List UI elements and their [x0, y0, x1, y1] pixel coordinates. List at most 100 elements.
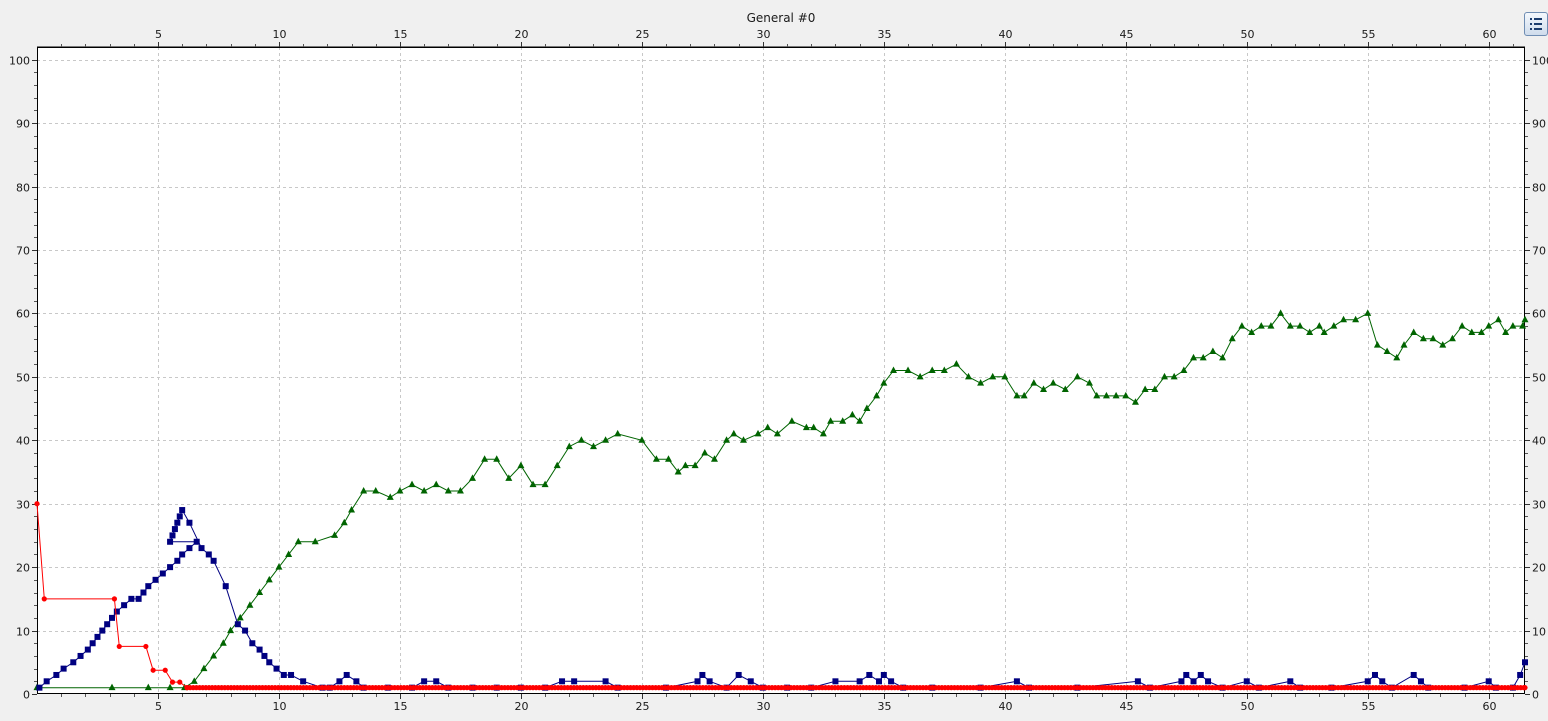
data-point-square: [888, 678, 895, 685]
x-tick-label-top: 55: [1362, 28, 1376, 41]
data-point-triangle: [340, 518, 348, 526]
data-point-square: [167, 564, 174, 571]
data-point-triangle: [108, 683, 116, 691]
data-point-square: [186, 545, 193, 552]
data-point-square: [36, 684, 43, 691]
data-point-square: [694, 678, 701, 685]
y-tick-label-right: 80: [1532, 182, 1546, 195]
data-point-square: [353, 678, 360, 685]
data-point-square: [84, 646, 91, 653]
data-point-triangle: [652, 455, 660, 462]
data-point-triangle: [529, 480, 537, 488]
data-point-square: [159, 570, 166, 577]
data-point-square: [880, 671, 887, 678]
data-point-triangle: [989, 372, 997, 380]
x-tick-label-bottom: 35: [878, 700, 892, 713]
data-point-square: [288, 671, 295, 678]
data-point-square: [280, 671, 287, 678]
data-point-square: [53, 671, 60, 678]
data-point-square: [735, 671, 742, 678]
data-point-triangle: [456, 487, 464, 494]
data-point-square: [256, 646, 263, 653]
x-tick-label-bottom: 25: [636, 700, 650, 713]
data-point-square: [222, 583, 229, 590]
data-point-triangle: [311, 537, 319, 545]
x-tick-label-bottom: 45: [1120, 700, 1134, 713]
data-point-square: [174, 519, 181, 526]
data-point-square: [571, 678, 578, 685]
data-point-square: [699, 671, 706, 678]
data-point-triangle: [810, 423, 818, 431]
y-tick-label-left: 10: [16, 626, 30, 639]
data-point-square: [128, 595, 135, 602]
data-point-circle: [41, 596, 47, 602]
data-point-triangle: [469, 474, 477, 481]
data-point-triangle: [1085, 379, 1093, 386]
data-point-square: [179, 507, 186, 514]
data-point-triangle: [1170, 372, 1178, 380]
y-tick-label-left: 0: [23, 689, 30, 702]
data-point-square: [343, 671, 350, 678]
plot-frame: [37, 47, 1525, 694]
data-point-square: [210, 557, 217, 564]
data-point-triangle: [577, 436, 585, 443]
data-point-triangle: [1448, 334, 1456, 342]
data-point-square: [1287, 678, 1294, 685]
data-point-triangle: [1521, 315, 1529, 323]
data-point-triangle: [444, 487, 452, 494]
data-point-square: [70, 659, 77, 666]
data-point-square: [1205, 678, 1212, 685]
data-point-triangle: [788, 417, 796, 424]
data-point-triangle: [432, 480, 440, 488]
data-point-square: [832, 678, 839, 685]
data-point-triangle: [190, 677, 198, 684]
data-point-triangle: [1093, 391, 1101, 399]
legend-toggle-button[interactable]: [1524, 12, 1548, 36]
data-point-square: [145, 583, 152, 590]
data-point-triangle: [723, 436, 731, 443]
data-point-square: [1183, 671, 1190, 678]
data-point-triangle: [408, 480, 416, 488]
data-point-square: [140, 589, 147, 596]
data-point-triangle: [1330, 322, 1338, 329]
y-tick-label-left: 40: [16, 435, 30, 448]
data-point-triangle: [802, 423, 810, 431]
x-tick-label-top: 30: [757, 28, 771, 41]
data-point-square: [1243, 678, 1250, 685]
y-tick-label-right: 90: [1532, 118, 1546, 131]
data-point-triangle: [294, 537, 302, 545]
data-point-triangle: [1383, 347, 1391, 354]
data-point-square: [179, 551, 186, 558]
data-point-square: [89, 640, 96, 647]
data-point-square: [193, 538, 200, 545]
data-point-square: [109, 614, 116, 621]
data-point-triangle: [928, 366, 936, 373]
data-point-triangle: [839, 417, 847, 424]
data-point-square: [1178, 678, 1185, 685]
data-point-triangle: [1151, 385, 1159, 393]
y-tick-label-right: 100: [1532, 55, 1548, 68]
data-point-triangle: [977, 379, 985, 386]
data-point-triangle: [904, 366, 912, 373]
data-point-triangle: [420, 487, 428, 494]
data-point-triangle: [1477, 328, 1485, 335]
data-point-square: [249, 640, 256, 647]
data-point-square: [1371, 671, 1378, 678]
data-point-triangle: [553, 461, 561, 469]
data-point-triangle: [880, 379, 888, 386]
data-point-triangle: [1393, 353, 1401, 361]
data-point-square: [1197, 671, 1204, 678]
data-point-triangle: [1373, 341, 1381, 348]
data-point-triangle: [1219, 353, 1227, 361]
y-tick-label-left: 30: [16, 499, 30, 512]
data-point-triangle: [396, 487, 404, 494]
data-point-square: [171, 526, 178, 533]
x-tick-label-top: 15: [394, 28, 408, 41]
data-point-square: [60, 665, 67, 672]
data-point-triangle: [819, 429, 827, 437]
data-point-triangle: [1320, 328, 1328, 335]
data-point-triangle: [210, 651, 218, 659]
x-tick-label-bottom: 60: [1483, 700, 1497, 713]
x-tick-label-bottom: 20: [515, 700, 529, 713]
